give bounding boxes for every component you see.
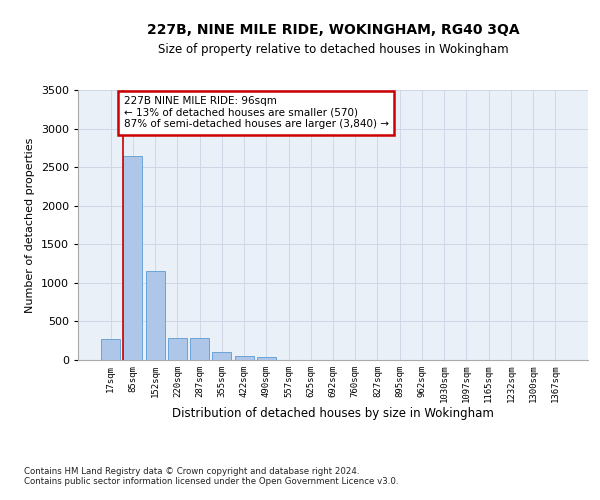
- Bar: [257, 357, 276, 360]
- Text: Contains public sector information licensed under the Open Government Licence v3: Contains public sector information licen…: [24, 478, 398, 486]
- Text: Size of property relative to detached houses in Wokingham: Size of property relative to detached ho…: [158, 42, 508, 56]
- Bar: [212, 352, 231, 360]
- Bar: [146, 272, 164, 360]
- Bar: [168, 338, 187, 360]
- Bar: [101, 339, 120, 360]
- Y-axis label: Number of detached properties: Number of detached properties: [25, 138, 35, 312]
- Bar: [235, 356, 254, 360]
- Text: Distribution of detached houses by size in Wokingham: Distribution of detached houses by size …: [172, 408, 494, 420]
- Text: Contains HM Land Registry data © Crown copyright and database right 2024.: Contains HM Land Registry data © Crown c…: [24, 468, 359, 476]
- Text: 227B, NINE MILE RIDE, WOKINGHAM, RG40 3QA: 227B, NINE MILE RIDE, WOKINGHAM, RG40 3Q…: [146, 22, 520, 36]
- Bar: [190, 338, 209, 360]
- Text: 227B NINE MILE RIDE: 96sqm
← 13% of detached houses are smaller (570)
87% of sem: 227B NINE MILE RIDE: 96sqm ← 13% of deta…: [124, 96, 389, 130]
- Bar: [124, 156, 142, 360]
